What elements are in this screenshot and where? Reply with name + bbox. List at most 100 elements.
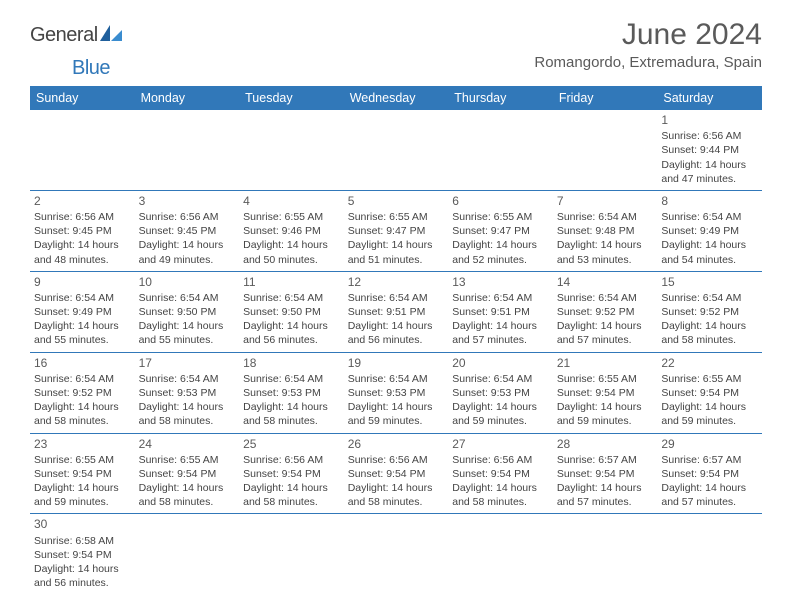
daylight-text: Daylight: 14 hours and 55 minutes. <box>139 319 236 347</box>
calendar-day-cell <box>135 514 240 594</box>
daylight-text: Daylight: 14 hours and 50 minutes. <box>243 238 340 266</box>
daylight-text: Daylight: 14 hours and 52 minutes. <box>452 238 549 266</box>
logo-text-general: General <box>30 24 98 46</box>
calendar-day-cell <box>553 514 658 594</box>
month-title: June 2024 <box>534 18 762 52</box>
calendar-day-cell <box>30 110 135 190</box>
sunset-text: Sunset: 9:50 PM <box>243 305 340 319</box>
calendar-day-cell: 9Sunrise: 6:54 AMSunset: 9:49 PMDaylight… <box>30 271 135 352</box>
sunset-text: Sunset: 9:54 PM <box>34 548 131 562</box>
sunrise-text: Sunrise: 6:54 AM <box>34 372 131 386</box>
calendar-day-cell: 12Sunrise: 6:54 AMSunset: 9:51 PMDayligh… <box>344 271 449 352</box>
day-number: 17 <box>139 355 236 371</box>
day-header: Wednesday <box>344 86 449 110</box>
calendar-day-cell: 7Sunrise: 6:54 AMSunset: 9:48 PMDaylight… <box>553 190 658 271</box>
daylight-text: Daylight: 14 hours and 48 minutes. <box>34 238 131 266</box>
sunrise-text: Sunrise: 6:55 AM <box>557 372 654 386</box>
sunset-text: Sunset: 9:52 PM <box>34 386 131 400</box>
day-number: 7 <box>557 193 654 209</box>
calendar-day-cell: 10Sunrise: 6:54 AMSunset: 9:50 PMDayligh… <box>135 271 240 352</box>
sunset-text: Sunset: 9:53 PM <box>139 386 236 400</box>
daylight-text: Daylight: 14 hours and 57 minutes. <box>452 319 549 347</box>
day-number: 25 <box>243 436 340 452</box>
sunset-text: Sunset: 9:53 PM <box>348 386 445 400</box>
daylight-text: Daylight: 14 hours and 57 minutes. <box>661 481 758 509</box>
calendar-day-cell: 17Sunrise: 6:54 AMSunset: 9:53 PMDayligh… <box>135 352 240 433</box>
day-header: Thursday <box>448 86 553 110</box>
daylight-text: Daylight: 14 hours and 56 minutes. <box>348 319 445 347</box>
calendar-day-cell: 3Sunrise: 6:56 AMSunset: 9:45 PMDaylight… <box>135 190 240 271</box>
calendar-week-row: 2Sunrise: 6:56 AMSunset: 9:45 PMDaylight… <box>30 190 762 271</box>
sunset-text: Sunset: 9:48 PM <box>557 224 654 238</box>
calendar-day-cell <box>239 514 344 594</box>
sunrise-text: Sunrise: 6:56 AM <box>243 453 340 467</box>
logo-text-blue: Blue <box>72 57 110 79</box>
day-number: 12 <box>348 274 445 290</box>
sunset-text: Sunset: 9:54 PM <box>139 467 236 481</box>
day-number: 29 <box>661 436 758 452</box>
daylight-text: Daylight: 14 hours and 58 minutes. <box>243 400 340 428</box>
daylight-text: Daylight: 14 hours and 56 minutes. <box>243 319 340 347</box>
sunrise-text: Sunrise: 6:54 AM <box>139 291 236 305</box>
calendar-day-cell: 20Sunrise: 6:54 AMSunset: 9:53 PMDayligh… <box>448 352 553 433</box>
sunrise-text: Sunrise: 6:54 AM <box>661 210 758 224</box>
day-header: Tuesday <box>239 86 344 110</box>
day-number: 1 <box>661 112 758 128</box>
calendar-day-cell <box>448 110 553 190</box>
calendar-day-cell <box>657 514 762 594</box>
calendar-week-row: 9Sunrise: 6:54 AMSunset: 9:49 PMDaylight… <box>30 271 762 352</box>
calendar-day-cell: 15Sunrise: 6:54 AMSunset: 9:52 PMDayligh… <box>657 271 762 352</box>
calendar-day-cell: 1Sunrise: 6:56 AMSunset: 9:44 PMDaylight… <box>657 110 762 190</box>
calendar-day-cell: 2Sunrise: 6:56 AMSunset: 9:45 PMDaylight… <box>30 190 135 271</box>
sunrise-text: Sunrise: 6:57 AM <box>557 453 654 467</box>
sunrise-text: Sunrise: 6:57 AM <box>661 453 758 467</box>
sunset-text: Sunset: 9:54 PM <box>452 467 549 481</box>
daylight-text: Daylight: 14 hours and 59 minutes. <box>34 481 131 509</box>
sunrise-text: Sunrise: 6:54 AM <box>243 372 340 386</box>
daylight-text: Daylight: 14 hours and 55 minutes. <box>34 319 131 347</box>
daylight-text: Daylight: 14 hours and 51 minutes. <box>348 238 445 266</box>
sunset-text: Sunset: 9:52 PM <box>557 305 654 319</box>
calendar-day-cell: 23Sunrise: 6:55 AMSunset: 9:54 PMDayligh… <box>30 433 135 514</box>
daylight-text: Daylight: 14 hours and 49 minutes. <box>139 238 236 266</box>
sunset-text: Sunset: 9:44 PM <box>661 143 758 157</box>
sunrise-text: Sunrise: 6:54 AM <box>452 372 549 386</box>
calendar-day-cell: 16Sunrise: 6:54 AMSunset: 9:52 PMDayligh… <box>30 352 135 433</box>
day-number: 21 <box>557 355 654 371</box>
daylight-text: Daylight: 14 hours and 59 minutes. <box>452 400 549 428</box>
calendar-week-row: 1Sunrise: 6:56 AMSunset: 9:44 PMDaylight… <box>30 110 762 190</box>
sunrise-text: Sunrise: 6:54 AM <box>452 291 549 305</box>
daylight-text: Daylight: 14 hours and 53 minutes. <box>557 238 654 266</box>
sunrise-text: Sunrise: 6:55 AM <box>348 210 445 224</box>
sunrise-text: Sunrise: 6:54 AM <box>348 291 445 305</box>
day-number: 14 <box>557 274 654 290</box>
logo: General Blue <box>30 24 122 80</box>
sunset-text: Sunset: 9:49 PM <box>661 224 758 238</box>
calendar-day-cell: 19Sunrise: 6:54 AMSunset: 9:53 PMDayligh… <box>344 352 449 433</box>
sunset-text: Sunset: 9:51 PM <box>348 305 445 319</box>
day-header-row: Sunday Monday Tuesday Wednesday Thursday… <box>30 86 762 110</box>
calendar-day-cell: 4Sunrise: 6:55 AMSunset: 9:46 PMDaylight… <box>239 190 344 271</box>
day-number: 11 <box>243 274 340 290</box>
calendar-day-cell: 18Sunrise: 6:54 AMSunset: 9:53 PMDayligh… <box>239 352 344 433</box>
sunrise-text: Sunrise: 6:56 AM <box>452 453 549 467</box>
calendar-day-cell <box>239 110 344 190</box>
title-block: June 2024 Romangordo, Extremadura, Spain <box>534 18 762 71</box>
day-header: Saturday <box>657 86 762 110</box>
calendar-week-row: 23Sunrise: 6:55 AMSunset: 9:54 PMDayligh… <box>30 433 762 514</box>
day-header: Friday <box>553 86 658 110</box>
calendar-day-cell: 14Sunrise: 6:54 AMSunset: 9:52 PMDayligh… <box>553 271 658 352</box>
sunset-text: Sunset: 9:47 PM <box>452 224 549 238</box>
sunrise-text: Sunrise: 6:55 AM <box>243 210 340 224</box>
sunset-text: Sunset: 9:53 PM <box>452 386 549 400</box>
sunset-text: Sunset: 9:52 PM <box>661 305 758 319</box>
sunrise-text: Sunrise: 6:56 AM <box>139 210 236 224</box>
day-number: 9 <box>34 274 131 290</box>
day-number: 6 <box>452 193 549 209</box>
daylight-text: Daylight: 14 hours and 59 minutes. <box>661 400 758 428</box>
daylight-text: Daylight: 14 hours and 54 minutes. <box>661 238 758 266</box>
sunset-text: Sunset: 9:49 PM <box>34 305 131 319</box>
sunrise-text: Sunrise: 6:54 AM <box>557 291 654 305</box>
calendar-day-cell <box>135 110 240 190</box>
day-number: 3 <box>139 193 236 209</box>
